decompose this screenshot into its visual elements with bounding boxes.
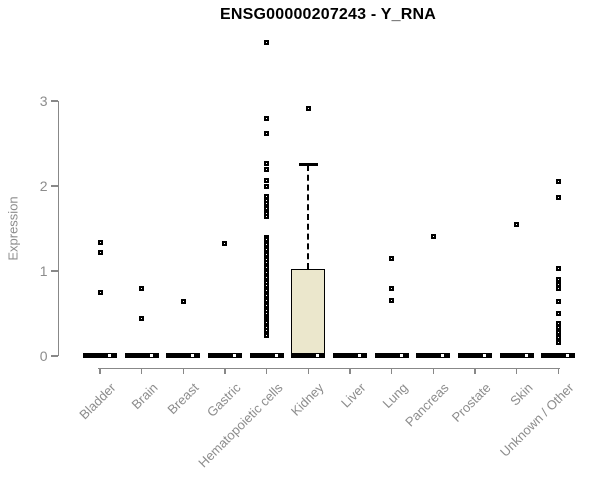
outlier-point (514, 221, 520, 227)
outlier-point (555, 265, 561, 271)
median-bar (207, 352, 242, 358)
upper-whisker-cap (298, 163, 318, 167)
x-axis-tick (307, 367, 310, 374)
median-bar (332, 352, 367, 358)
zero-outlier-notch (566, 353, 570, 357)
upper-whisker (307, 164, 310, 270)
zero-outlier-notch (524, 353, 528, 357)
zero-outlier-notch (399, 353, 403, 357)
median-bar (541, 352, 576, 358)
outlier-point (264, 184, 270, 190)
x-axis-tick (432, 367, 435, 374)
zero-outlier-notch (357, 353, 361, 357)
outlier-point (430, 233, 436, 239)
outlier-point (264, 214, 270, 220)
y-axis-label: Expression (5, 196, 21, 261)
x-axis-tick (474, 367, 476, 374)
median-bar (291, 352, 326, 358)
y-axis-tick-label: 0 (39, 348, 48, 364)
outlier-point (264, 206, 270, 212)
outlier-point (389, 286, 395, 292)
median-bar (457, 352, 492, 358)
outlier-point (264, 39, 270, 45)
y-axis-tick (50, 355, 58, 357)
median-bar (249, 352, 284, 358)
outlier-point (555, 325, 561, 331)
zero-outlier-notch (316, 353, 320, 357)
outlier-point (264, 161, 270, 167)
zero-outlier-notch (274, 353, 278, 357)
zero-outlier-notch (482, 353, 486, 357)
x-axis-tick (390, 367, 393, 374)
x-axis-tick (182, 367, 185, 374)
box-iqr (291, 269, 326, 356)
outlier-point (222, 241, 228, 247)
outlier-point (264, 166, 270, 172)
outlier-point (555, 321, 561, 327)
outlier-point (305, 106, 311, 112)
outlier-point (555, 329, 561, 335)
median-bar (124, 352, 159, 358)
chart-title: ENSG00000207243 - Y_RNA (220, 6, 436, 23)
zero-outlier-notch (232, 353, 236, 357)
y-axis-tick-label: 1 (39, 263, 48, 279)
x-axis-tick (515, 367, 518, 374)
outlier-point (555, 286, 561, 292)
outlier-point (555, 277, 561, 282)
x-axis-tick (140, 367, 143, 374)
y-axis-line (57, 101, 59, 356)
y-axis-tick-label: 3 (39, 93, 48, 109)
outlier-point (139, 285, 145, 291)
median-bar (416, 352, 451, 358)
outlier-point (555, 299, 561, 305)
y-axis-tick-label: 2 (39, 178, 48, 194)
outlier-point (264, 333, 270, 339)
y-axis-tick (50, 100, 58, 102)
outlier-point (264, 201, 270, 207)
outlier-point (264, 177, 270, 183)
x-axis-line (98, 367, 561, 369)
outlier-point (180, 299, 186, 305)
outlier-point (97, 249, 103, 255)
outlier-point (555, 179, 561, 185)
outlier-point (264, 252, 270, 258)
outlier-point (264, 193, 270, 199)
zero-outlier-notch (108, 353, 111, 357)
median-bar (166, 352, 201, 358)
x-axis-tick (99, 367, 101, 374)
outlier-point (555, 194, 561, 200)
outlier-point (139, 316, 145, 322)
outlier-point (389, 298, 395, 304)
median-bar (83, 352, 117, 358)
outlier-point (264, 116, 270, 122)
outlier-point (555, 339, 561, 345)
zero-outlier-notch (149, 353, 153, 357)
outlier-point (389, 255, 395, 261)
outlier-point (97, 289, 103, 295)
outlier-point (555, 282, 561, 288)
y-axis-tick (50, 270, 58, 272)
x-axis-tick (349, 367, 351, 374)
x-axis-tick (224, 367, 226, 374)
outlier-point (555, 334, 561, 340)
zero-outlier-notch (191, 353, 195, 357)
zero-outlier-notch (441, 353, 445, 357)
outlier-point (555, 311, 561, 316)
median-bar (499, 352, 534, 358)
x-axis-tick (265, 367, 268, 374)
x-axis-tick (557, 367, 559, 374)
y-axis-tick (50, 185, 58, 187)
outlier-point (264, 130, 270, 136)
median-bar (374, 352, 409, 358)
outlier-point (97, 239, 103, 245)
